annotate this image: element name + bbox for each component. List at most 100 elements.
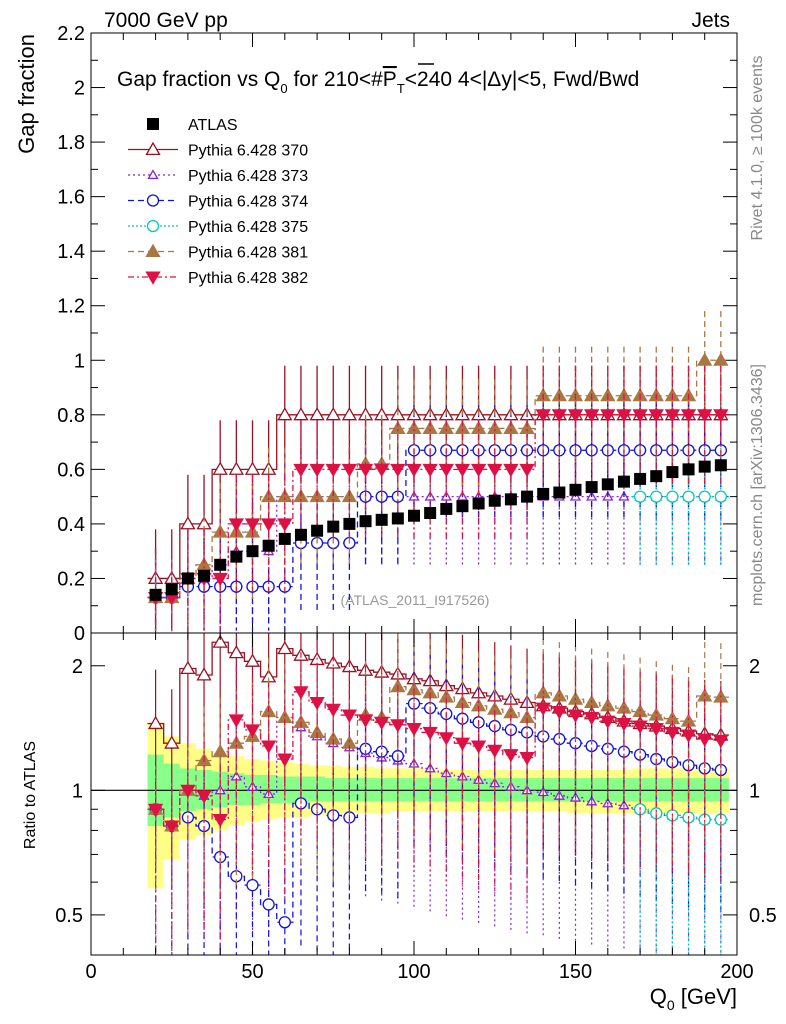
data-point-s374 (278, 580, 291, 593)
series-line-s382 (147, 414, 729, 599)
ratio-point-s382 (632, 720, 648, 734)
data-point-s381 (277, 488, 293, 503)
data-point-atlas (634, 472, 647, 485)
data-point-atlas (537, 487, 550, 500)
ratio-point-s382 (244, 724, 261, 738)
data-point-atlas (278, 532, 291, 545)
ratio-point-s381 (228, 735, 244, 749)
data-point-s382 (277, 518, 293, 532)
data-point-atlas (472, 497, 485, 510)
ratio-point-s382 (341, 709, 358, 723)
data-point-atlas (294, 528, 307, 541)
data-point-s382 (357, 463, 374, 478)
data-point-atlas (149, 588, 162, 601)
data-point-s370 (277, 407, 293, 421)
ratio-point-s382 (487, 744, 503, 759)
data-point-s381 (713, 352, 729, 366)
data-point-s382 (212, 572, 228, 587)
data-point-s382 (422, 463, 438, 478)
data-point-s382 (374, 463, 390, 478)
ratio-point-s382 (164, 820, 180, 834)
data-point-atlas (230, 550, 243, 563)
ratio-point-s382 (648, 723, 664, 737)
ratio-point-s382 (309, 697, 325, 711)
data-point-s382 (680, 409, 697, 423)
ratio-point-s382 (454, 737, 471, 751)
data-point-s381 (406, 420, 422, 434)
ratio-point-s382 (600, 715, 616, 729)
data-point-s370 (309, 407, 325, 421)
data-point-atlas (214, 558, 227, 571)
yellow-band (147, 723, 729, 889)
data-point-s382 (584, 409, 600, 423)
data-point-s382 (325, 463, 341, 478)
data-point-s381 (261, 488, 277, 503)
data-point-atlas (569, 483, 582, 496)
bottom-y-tick-label: 2 (72, 656, 83, 678)
ratio-point-s382 (519, 752, 535, 766)
ratio-point-s370 (277, 640, 293, 655)
top-plot-area (147, 311, 729, 632)
legend-item-s373: Pythia 6.428 373 (128, 168, 308, 185)
ratio-series-s382 (147, 637, 729, 955)
data-point-s374 (262, 580, 275, 593)
data-point-s382 (616, 409, 632, 423)
top-y-tick-label: 1.6 (57, 187, 85, 209)
data-point-atlas (391, 512, 404, 525)
data-point-atlas (375, 513, 388, 526)
mcplots-label: mcplots.cern.ch [arXiv:1306.3436] (749, 364, 766, 606)
legend-marker-s374 (146, 194, 160, 207)
ratio-point-s370 (212, 634, 228, 648)
data-point-atlas (682, 463, 695, 476)
series-atlas (149, 459, 727, 601)
ratio-point-s382 (438, 732, 454, 746)
top-panel: 0 0.2 0.4 0.6 0.8 1 1.2 1.4 1.6 1.8 2 2.2 (ATLAS_20… (57, 23, 738, 645)
top-y-tick-label: 1.4 (57, 241, 85, 263)
data-point-s370 (244, 461, 261, 475)
data-point-s382 (551, 409, 567, 423)
data-point-s382 (293, 463, 309, 478)
ratio-point-s374 (262, 898, 275, 911)
ratio-point-s382 (196, 790, 212, 804)
top-y-tick-label: 2.2 (57, 23, 85, 45)
legend-label-s382: Pythia 6.428 382 (188, 270, 308, 287)
title-subT: T (397, 81, 405, 96)
top-y-tick-labels: 0 0.2 0.4 0.6 0.8 1 1.2 1.4 1.6 1.8 2 2.2 (57, 23, 85, 645)
ratio-point-s370 (180, 660, 196, 675)
ratio-point-s370 (228, 644, 244, 659)
ratio-point-s382 (503, 749, 519, 763)
data-point-s382 (438, 463, 454, 478)
legend-item-s382: Pythia 6.428 382 (128, 270, 308, 287)
x-tick-label: 200 (720, 961, 753, 983)
top-y-tick-label: 0.8 (57, 405, 85, 427)
data-point-s382 (309, 463, 325, 478)
data-point-atlas (698, 460, 711, 473)
ratio-point-s382 (697, 733, 713, 747)
data-point-atlas (440, 502, 453, 515)
legend-label-s374: Pythia 6.428 374 (188, 194, 308, 211)
top-y-tick-label: 0.6 (57, 459, 85, 481)
ratio-point-s382 (422, 726, 438, 741)
ratio-point-s381 (212, 743, 228, 758)
data-point-atlas (327, 520, 340, 533)
ratio-point-s370 (196, 667, 212, 681)
data-point-s381 (196, 557, 212, 571)
ratio-point-s382 (470, 740, 487, 754)
data-point-atlas (343, 517, 356, 530)
x-tick-label: 150 (559, 961, 592, 983)
data-point-s382 (503, 463, 519, 478)
data-point-atlas (246, 545, 259, 558)
data-point-s382 (713, 409, 729, 423)
data-point-atlas (165, 583, 178, 596)
legend-marker-s370 (145, 141, 161, 156)
ratio-point-s382 (584, 711, 600, 726)
ratio-point-s382 (212, 814, 228, 828)
data-point-s382 (535, 409, 551, 423)
xlabel-sub: 0 (667, 997, 675, 1013)
xlabel-unit: [GeV] (675, 984, 737, 1009)
ratio-point-s382 (551, 706, 567, 720)
data-point-s370 (293, 407, 309, 421)
legend-label-s370: Pythia 6.428 370 (188, 143, 308, 160)
data-point-s382 (664, 409, 681, 423)
